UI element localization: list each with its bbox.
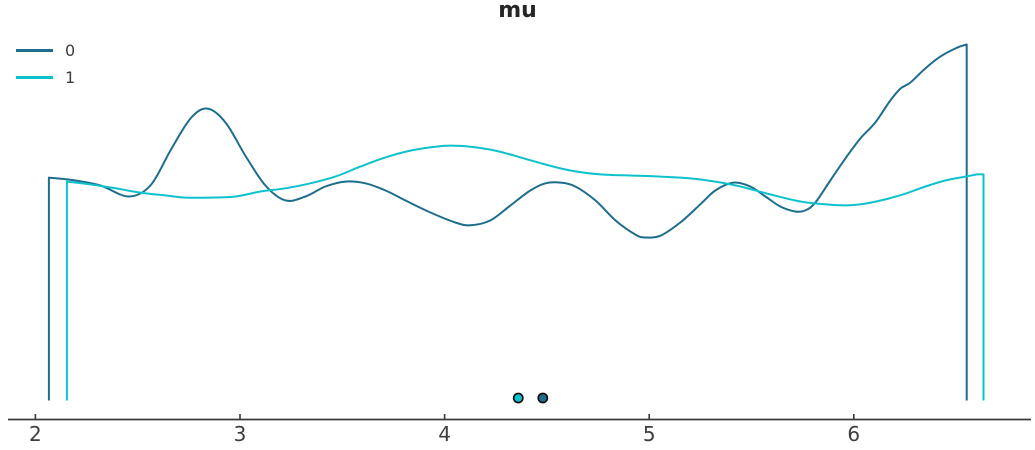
- point-estimate-dot-chain-0: [537, 392, 549, 404]
- x-axis-tick-label: 6: [847, 422, 860, 446]
- x-axis-tick-label: 2: [29, 422, 42, 446]
- legend-item-chain-0: 0: [16, 37, 75, 64]
- legend-label-chain-0: 0: [65, 41, 76, 60]
- legend-label-chain-1: 1: [65, 68, 76, 87]
- point-estimate-dot-chain-1: [512, 392, 524, 404]
- plot-title: mu: [498, 0, 537, 23]
- legend-item-chain-1: 1: [16, 64, 75, 91]
- kde-curve-chain-0: [47, 43, 968, 401]
- x-axis-tick-label: 3: [234, 422, 247, 446]
- legend-swatch-chain-0: [16, 49, 53, 52]
- legend-swatch-chain-1: [16, 76, 53, 79]
- x-axis-tick-label: 4: [438, 422, 451, 446]
- kde-curve-chain-1: [65, 144, 985, 401]
- x-axis-tick-label: 5: [643, 422, 656, 446]
- legend: 0 1: [16, 37, 75, 91]
